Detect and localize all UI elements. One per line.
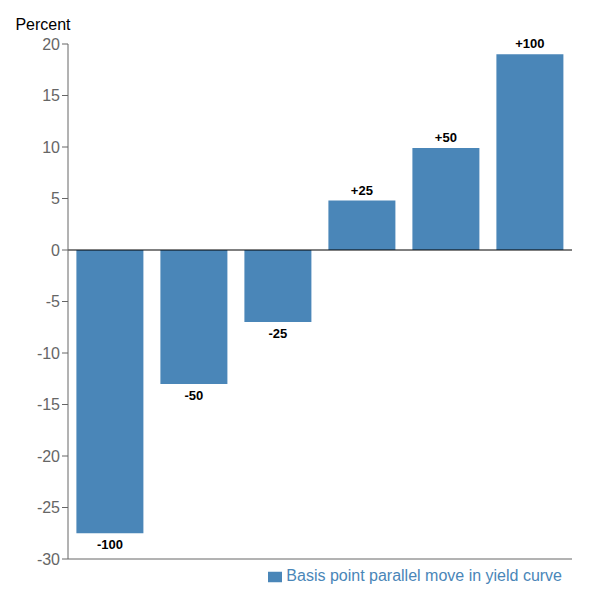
svg-text:10: 10 <box>42 139 60 156</box>
svg-text:-25: -25 <box>269 326 288 341</box>
svg-text:-30: -30 <box>37 551 60 568</box>
svg-text:20: 20 <box>42 36 60 53</box>
svg-text:+100: +100 <box>515 36 544 51</box>
svg-text:-50: -50 <box>185 388 204 403</box>
svg-text:15: 15 <box>42 87 60 104</box>
svg-text:-20: -20 <box>37 448 60 465</box>
svg-text:Percent: Percent <box>15 16 71 33</box>
svg-text:+50: +50 <box>435 130 457 145</box>
svg-text:0: 0 <box>51 242 60 259</box>
html-text:Basis point parallel move in y: Basis point parallel move in yield curve <box>286 567 562 584</box>
svg-text:-10: -10 <box>37 345 60 362</box>
svg-text:-25: -25 <box>37 499 60 516</box>
svg-text:+25: +25 <box>351 183 373 198</box>
svg-text:-5: -5 <box>46 293 60 310</box>
svg-text:-15: -15 <box>37 396 60 413</box>
svg-text:-100: -100 <box>97 537 123 552</box>
svg-text:5: 5 <box>51 190 60 207</box>
